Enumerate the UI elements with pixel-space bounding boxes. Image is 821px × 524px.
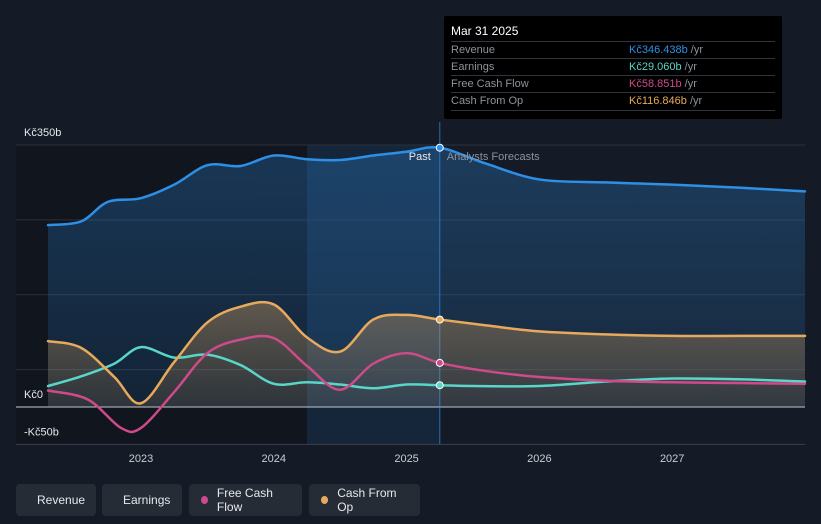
free-cash-flow-line (46, 334, 807, 434)
tooltip-row-cash-from-op: Cash From Op Kč116.846b /yr (451, 92, 775, 111)
past-label: Past (409, 151, 431, 163)
y-axis-label: -Kč50b (24, 426, 59, 438)
tooltip-label: Cash From Op (451, 95, 524, 107)
legend-cash-from-op[interactable]: Cash From Op (309, 484, 420, 516)
cash-from-op-line (46, 300, 807, 405)
forecast-label: Analysts Forecasts (447, 151, 540, 163)
legend-label: Earnings (123, 493, 171, 507)
legend-label: Free Cash Flow (216, 486, 273, 514)
x-axis-tick-label: 2026 (527, 453, 551, 465)
tooltip-label: Revenue (451, 44, 496, 56)
x-axis-tick-label: 2025 (394, 453, 418, 465)
y-axis-label: Kč0 (24, 389, 43, 401)
tooltip-row-earnings: Earnings Kč29.060b /yr (451, 58, 775, 76)
tooltip-row-free-cash-flow: Free Cash Flow Kč58.851b /yr (451, 75, 775, 93)
revenue-marker (435, 143, 444, 152)
tooltip-value: Kč116.846b /yr (629, 95, 703, 107)
legend-label: Cash From Op (337, 486, 397, 514)
tooltip-label: Earnings (451, 61, 495, 73)
tooltip-value: Kč29.060b /yr (629, 61, 697, 73)
legend-dot-icon (201, 496, 208, 504)
legend-dot-icon (321, 496, 329, 504)
cash-from-op-marker (435, 315, 444, 324)
legend-revenue[interactable]: Revenue (16, 484, 96, 516)
x-axis-tick-label: 2024 (262, 453, 286, 465)
legend-free-cash-flow[interactable]: Free Cash Flow (189, 484, 302, 516)
x-axis-tick-label: 2027 (660, 453, 684, 465)
tooltip: Mar 31 2025 Revenue Kč346.438b /yr Earni… (444, 16, 782, 119)
tooltip-value: Kč346.438b /yr (629, 44, 704, 56)
tooltip-label: Free Cash Flow (451, 78, 529, 90)
legend-label: Revenue (37, 493, 86, 507)
x-axis-tick-label: 2023 (129, 453, 153, 465)
tooltip-row-revenue: Revenue Kč346.438b /yr (451, 41, 775, 59)
revenue-line (46, 145, 807, 227)
tooltip-value: Kč58.851b /yr (629, 78, 697, 90)
free-cash-flow-marker (435, 358, 444, 367)
legend-earnings[interactable]: Earnings (102, 484, 182, 516)
y-axis-label: Kč350b (24, 127, 61, 139)
earnings-marker (435, 381, 444, 390)
tooltip-date: Mar 31 2025 (451, 24, 519, 38)
